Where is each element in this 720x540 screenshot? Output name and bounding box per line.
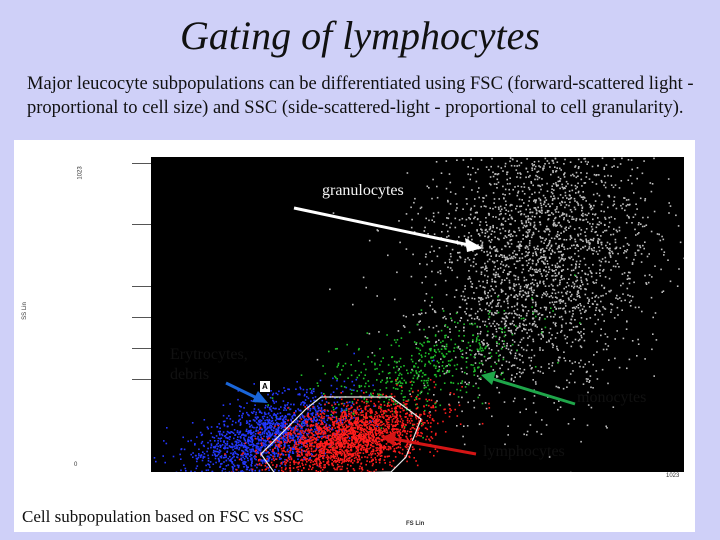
lymphocytes-arrowhead — [381, 432, 396, 446]
granulocytes-arrow — [293, 206, 470, 247]
y-tick — [132, 348, 151, 349]
scatter-plot: A granulocytes — [151, 157, 684, 472]
monocytes-label: monocytes — [577, 389, 647, 406]
y-tick — [132, 163, 151, 164]
y-tick — [132, 317, 151, 318]
lymphocytes-label: lymphocytes — [483, 443, 565, 460]
figure-caption: Cell subpopulation based on FSC vs SSC — [22, 507, 304, 526]
y-tick — [132, 224, 151, 225]
erytrocytes-arrowhead — [252, 391, 268, 403]
monocyte-population — [267, 274, 581, 449]
monocytes-arrow — [492, 377, 576, 406]
intro-text: Major leucocyte subpopulations can be di… — [27, 74, 694, 118]
granulocytes-label: granulocytes — [322, 182, 404, 199]
granulocytes-arrowhead — [465, 238, 483, 252]
lymphocytes-arrow — [393, 437, 477, 456]
lymphocyte-gate — [260, 396, 422, 472]
erytrocytes-label: Erytrocytes, debris — [170, 346, 248, 383]
y-axis-max-label: 1023 — [77, 166, 84, 180]
scatter-figure: 1023 SS Lin 0 1023 FS Lin A granulocytes… — [14, 140, 695, 532]
gate-label: A — [260, 381, 270, 392]
slide-title: Gating of lymphocytes — [180, 13, 540, 58]
scatter-svg — [153, 157, 684, 472]
origin-label: 0 — [74, 462, 78, 468]
monocytes-arrowhead — [481, 371, 496, 385]
y-axis-label: SS Lin — [21, 302, 28, 320]
y-tick — [132, 286, 151, 287]
x-axis-label: FS Lin — [406, 521, 425, 527]
erytrocytes-arrow — [225, 381, 258, 400]
y-tick — [132, 379, 151, 380]
lymphocyte-population — [224, 379, 491, 472]
x-axis-max-label: 1023 — [666, 473, 680, 479]
